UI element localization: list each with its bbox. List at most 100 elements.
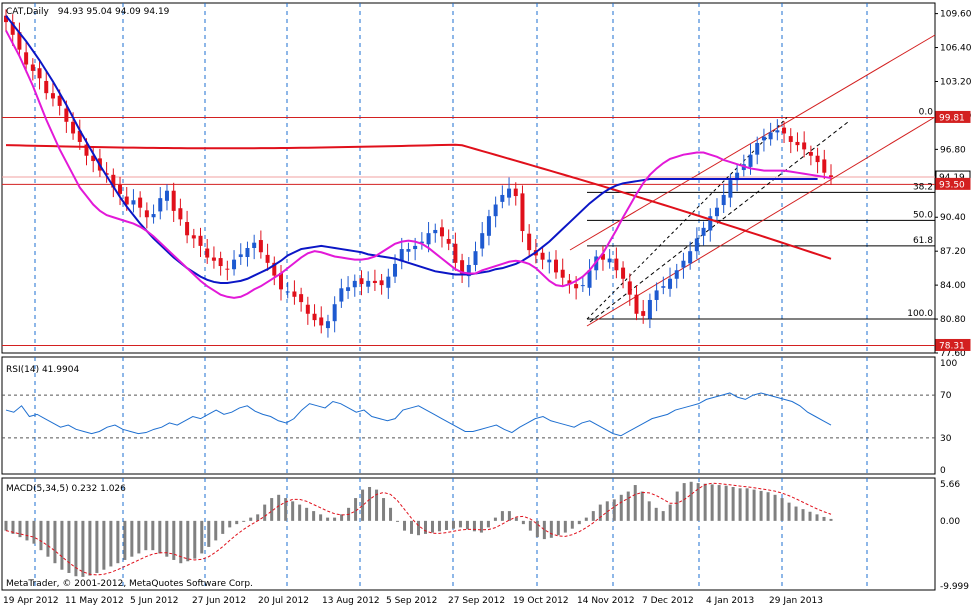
trend-channel[interactable]: [569, 34, 936, 327]
candle-body: [111, 174, 116, 188]
macd-bar: [668, 504, 672, 521]
candle-body: [77, 130, 82, 142]
candle-body: [44, 80, 49, 94]
candle-body: [205, 248, 210, 258]
macd-bar: [479, 520, 483, 533]
macd-bar: [444, 520, 448, 530]
macd-bar: [207, 520, 211, 547]
macd-bar: [137, 520, 141, 554]
candle-body: [486, 216, 491, 236]
macd-bar: [514, 517, 518, 521]
candle-body: [366, 280, 371, 287]
candle-body: [815, 155, 820, 163]
channel-upper-line[interactable]: [569, 34, 936, 251]
candle-body: [238, 254, 243, 258]
macd-bar: [465, 520, 469, 530]
candle-body: [372, 280, 377, 283]
candle-body: [829, 175, 833, 178]
date-tick-label: 27 Sep 2012: [448, 596, 505, 606]
rsi-pane: [2, 392, 935, 439]
price-tag-label: 93.50: [939, 180, 965, 190]
macd-bar: [102, 520, 106, 570]
candle-body: [10, 22, 15, 35]
candle-body: [453, 243, 458, 263]
macd-bar: [794, 506, 798, 521]
price-tick-label: 80.80: [940, 315, 966, 325]
candle-body: [788, 136, 793, 142]
macd-bar: [116, 520, 120, 564]
candle-body: [768, 132, 773, 140]
pane-border: [1, 477, 936, 591]
channel-lower-line[interactable]: [586, 116, 936, 327]
price-tick-label: 77.60: [940, 349, 966, 359]
macd-signal-line: [5, 482, 832, 576]
macd-bar: [221, 520, 225, 534]
price-tag: [935, 338, 971, 351]
macd-bar: [773, 494, 777, 521]
candle-body: [178, 208, 183, 220]
candle-body: [634, 294, 639, 314]
macd-bar: [18, 520, 22, 538]
ohlc-values: 94.93 95.04 94.09 94.19: [58, 7, 170, 17]
macd-bar: [549, 520, 553, 538]
candle-body: [701, 227, 706, 236]
candle-body: [466, 264, 471, 277]
fib-level-label: 0.0: [919, 107, 934, 117]
macd-bar: [724, 485, 728, 521]
candle-body: [641, 311, 646, 316]
macd-bar: [640, 491, 644, 521]
macd-bar: [710, 484, 714, 521]
candle-body: [480, 233, 485, 249]
macd-bar: [375, 489, 379, 521]
macd-bar: [745, 488, 749, 521]
macd-bar: [577, 520, 581, 525]
candle-body: [319, 317, 324, 326]
macd-tick-label: 5.66: [940, 480, 960, 490]
candle-body: [560, 269, 565, 278]
macd-bar: [822, 516, 826, 521]
macd-bar: [333, 517, 337, 521]
macd-bar: [430, 520, 434, 533]
candle-body: [285, 291, 290, 293]
candle-body: [84, 144, 89, 156]
candle-body: [272, 262, 277, 276]
candle-body: [728, 180, 733, 198]
macd-bar: [340, 514, 344, 521]
candle-body: [252, 242, 257, 248]
macd-bar: [780, 498, 784, 521]
date-tick-label: 4 Jan 2013: [706, 596, 754, 606]
macd-bar: [626, 491, 630, 521]
candle-body: [714, 207, 719, 217]
candle-body: [413, 245, 418, 250]
candle-body: [359, 278, 364, 285]
candle-body: [600, 253, 605, 260]
candle-body: [775, 130, 780, 133]
macd-bar: [277, 494, 281, 521]
candlesticks: [4, 9, 833, 338]
horizontal-lines[interactable]: [2, 116, 935, 346]
macd-bar: [661, 511, 665, 521]
macd-bar: [123, 520, 127, 560]
candle-body: [808, 152, 813, 156]
date-tick-label: 13 Aug 2012: [322, 596, 380, 606]
candle-body: [305, 304, 310, 314]
macd-bar: [235, 520, 239, 525]
fib-level-label: 38.2: [913, 182, 933, 192]
candle-body: [708, 216, 713, 231]
candle-body: [580, 285, 585, 287]
ma-fast-line: [5, 30, 832, 299]
candle-body: [399, 249, 404, 262]
price-tick-label: 87.20: [940, 247, 966, 257]
fibonacci-retracement[interactable]: 0.0 38.2 50.0 61.8 100.0: [586, 107, 935, 320]
macd-tick-label: 0.00: [940, 517, 960, 527]
macd-bar: [808, 511, 812, 521]
fib-trend-line: [586, 117, 788, 320]
candle-body: [547, 259, 552, 263]
candle-body: [225, 268, 230, 270]
macd-bar: [242, 520, 246, 522]
candle-body: [473, 251, 478, 265]
ma-mid-line: [5, 15, 818, 284]
macd-bar: [305, 507, 309, 521]
candle-body: [151, 214, 156, 218]
